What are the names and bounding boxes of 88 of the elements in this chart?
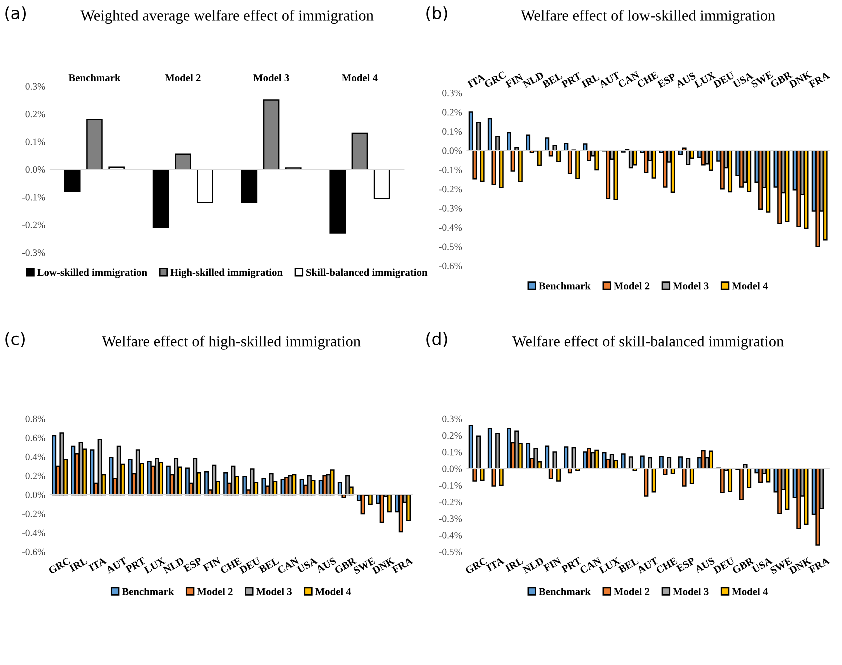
y-tick-label: 0.1% bbox=[442, 449, 462, 456]
legend-label: Model 3 bbox=[673, 282, 709, 290]
x-tick-label: GRC bbox=[465, 557, 488, 574]
legend-label: Model 4 bbox=[315, 588, 352, 596]
x-tick-label: IRL bbox=[505, 557, 524, 572]
legend-label: Model 2 bbox=[614, 282, 650, 290]
x-tick-label: Benchmark bbox=[68, 74, 121, 82]
y-tick-label: 0.3% bbox=[442, 90, 462, 97]
y-tick-label: -0.4% bbox=[439, 224, 462, 232]
x-tick-label: PRT bbox=[125, 557, 146, 574]
y-tick-label: -0.1% bbox=[439, 166, 462, 174]
y-tick-label: -0.2% bbox=[22, 222, 46, 229]
x-tick-label: ESP bbox=[676, 557, 696, 573]
text: (b) bbox=[426, 6, 448, 22]
legend-label: Model 4 bbox=[732, 588, 768, 596]
legend-label: Benchmark bbox=[122, 588, 174, 596]
y-tick-label: -0.2% bbox=[439, 498, 462, 506]
y-tick-label: -0.2% bbox=[22, 510, 46, 518]
y-tick-label: 0.2% bbox=[26, 111, 46, 118]
x-tick-label: FIN bbox=[543, 557, 562, 572]
y-tick-label: 0.2% bbox=[442, 109, 462, 116]
x-tick-label: CHE bbox=[656, 557, 678, 574]
y-tick-label: -0.5% bbox=[439, 244, 462, 250]
y-tick-label: 0.8% bbox=[26, 416, 46, 422]
x-tick-label: IRL bbox=[69, 557, 88, 572]
chart-title: Weighted average welfare effect of immigration bbox=[80, 10, 374, 24]
y-tick-label: 0.1% bbox=[26, 138, 46, 146]
x-tick-label: ITA bbox=[486, 557, 505, 572]
x-tick-label: FIN bbox=[505, 74, 524, 88]
legend-label: Model 3 bbox=[256, 588, 292, 596]
legend-label: Benchmark bbox=[539, 588, 591, 596]
y-tick-label: 0.0% bbox=[442, 148, 462, 154]
y-tick-label: -0.4% bbox=[439, 532, 462, 539]
x-tick-label: ITA bbox=[88, 557, 108, 572]
y-tick-label: 0.2% bbox=[442, 432, 462, 440]
legend-label: Model 3 bbox=[673, 588, 709, 596]
x-tick-label: ESP bbox=[657, 73, 677, 88]
y-tick-label: -0.3% bbox=[439, 516, 462, 522]
text: (d) bbox=[426, 332, 448, 348]
y-tick-label: 0.0% bbox=[26, 492, 46, 498]
x-tick-label: BEL bbox=[258, 557, 280, 574]
x-tick-label: GRC bbox=[48, 557, 71, 574]
x-tick-label: DEU bbox=[713, 557, 736, 574]
legend-label: Model 2 bbox=[614, 588, 650, 596]
y-tick-label: -0.1% bbox=[439, 482, 462, 489]
x-tick-label: AUS bbox=[675, 72, 696, 88]
x-tick-label: Model 4 bbox=[342, 74, 378, 82]
x-tick-label: IRL bbox=[581, 73, 600, 88]
y-tick-label: -0.6% bbox=[22, 548, 46, 556]
chart-title: Welfare effect of low-skilled immigration bbox=[520, 10, 776, 24]
text: (a) bbox=[6, 6, 26, 22]
x-tick-label: Model 3 bbox=[254, 74, 290, 82]
y-tick-label: -0.2% bbox=[439, 186, 462, 193]
x-tick-label: AUT bbox=[106, 557, 128, 574]
legend-label: Low-skilled immigration bbox=[37, 268, 148, 278]
x-tick-label: NLD bbox=[522, 557, 544, 574]
x-tick-label: BEL bbox=[542, 72, 563, 88]
x-tick-label: PRT bbox=[561, 72, 582, 88]
y-tick-label: 0.0% bbox=[442, 466, 462, 472]
legend-label: Model 2 bbox=[197, 588, 233, 596]
x-tick-label: NLD bbox=[522, 72, 544, 88]
legend-label: Model 4 bbox=[732, 282, 768, 290]
y-tick-label: 0.4% bbox=[26, 454, 46, 460]
chart-title: Welfare effect of high-skilled immigration bbox=[102, 336, 361, 350]
y-tick-label: -0.3% bbox=[22, 250, 46, 256]
y-tick-label: 0.6% bbox=[26, 434, 46, 442]
y-tick-label: -0.4% bbox=[22, 530, 46, 536]
legend-label: Skill-balanced immigration bbox=[306, 268, 428, 278]
chart-title: Welfare effect of skill-balanced immigration bbox=[512, 336, 784, 350]
x-tick-label: PRT bbox=[561, 557, 582, 574]
y-tick-label: 0.1% bbox=[442, 128, 462, 136]
x-tick-label: GRC bbox=[484, 71, 507, 88]
text: (c) bbox=[6, 332, 25, 348]
y-tick-label: 0.2% bbox=[26, 472, 46, 480]
x-tick-label: ESP bbox=[183, 557, 203, 573]
y-tick-label: -0.3% bbox=[439, 205, 462, 212]
x-tick-label: ITA bbox=[467, 74, 486, 88]
y-tick-label: -0.6% bbox=[439, 262, 462, 270]
y-tick-label: 0.3% bbox=[26, 83, 46, 90]
legend-label: Benchmark bbox=[539, 282, 591, 290]
y-tick-label: -0.5% bbox=[439, 548, 462, 556]
x-tick-label: AUS bbox=[694, 557, 716, 574]
y-tick-label: 0.3% bbox=[442, 416, 462, 422]
legend-label: High-skilled immigration bbox=[170, 268, 283, 278]
y-tick-label: -0.1% bbox=[22, 194, 46, 201]
x-tick-label: Model 2 bbox=[165, 74, 201, 82]
x-tick-label: FIN bbox=[202, 557, 222, 572]
y-tick-label: 0.0% bbox=[26, 166, 46, 174]
